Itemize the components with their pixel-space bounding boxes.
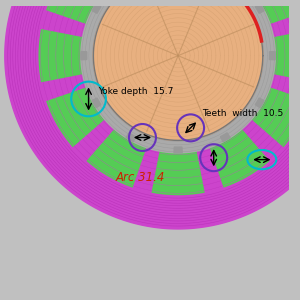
Polygon shape (220, 133, 230, 142)
Polygon shape (46, 0, 105, 24)
Polygon shape (255, 98, 264, 108)
Polygon shape (269, 52, 275, 60)
Polygon shape (174, 147, 182, 153)
Polygon shape (38, 0, 300, 195)
Polygon shape (274, 29, 300, 82)
Polygon shape (38, 29, 83, 82)
Polygon shape (255, 4, 264, 13)
Polygon shape (93, 0, 263, 140)
Polygon shape (81, 0, 275, 153)
Polygon shape (86, 129, 146, 188)
Text: Arc 31.4: Arc 31.4 (116, 171, 165, 184)
Polygon shape (251, 0, 300, 24)
Polygon shape (5, 0, 300, 229)
Polygon shape (210, 129, 270, 188)
Polygon shape (46, 87, 105, 147)
Polygon shape (92, 4, 101, 13)
Polygon shape (251, 87, 300, 147)
Text: Yoke depth  15.7: Yoke depth 15.7 (98, 87, 174, 96)
Polygon shape (92, 98, 101, 108)
Polygon shape (126, 133, 136, 142)
Text: Teeth  width  10.5: Teeth width 10.5 (202, 109, 284, 118)
Polygon shape (81, 52, 87, 60)
Polygon shape (152, 151, 205, 195)
